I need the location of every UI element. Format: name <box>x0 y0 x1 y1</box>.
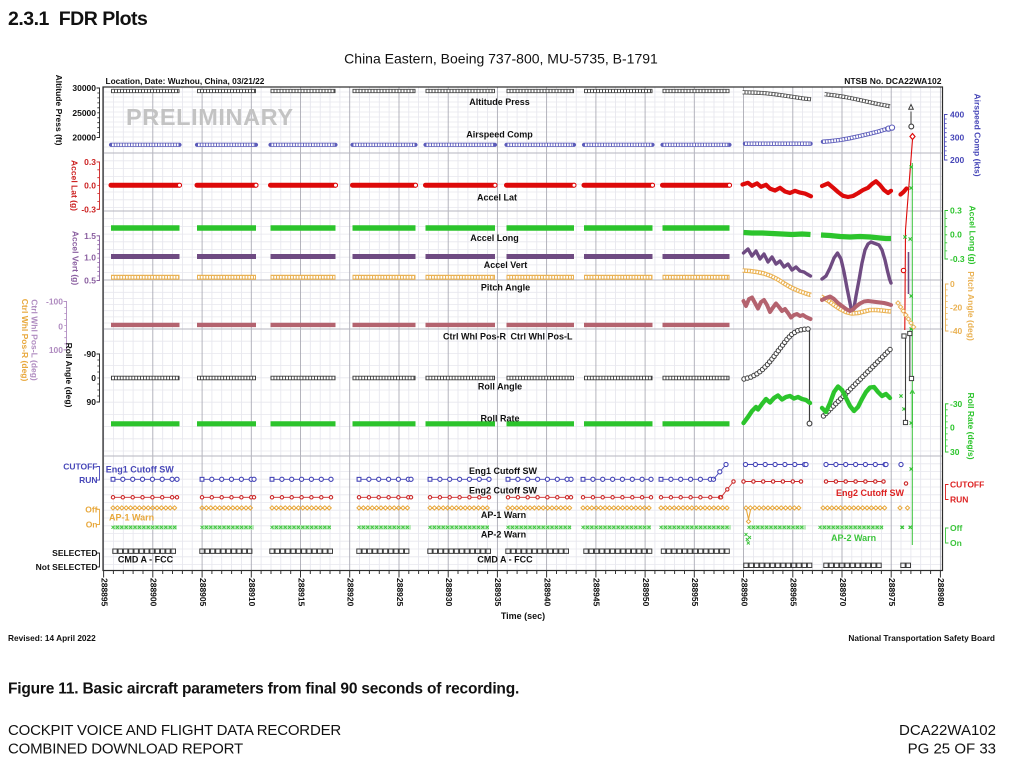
svg-text:288955: 288955 <box>690 578 700 607</box>
svg-text:Pitch Angle (deg): Pitch Angle (deg) <box>966 271 976 341</box>
svg-text:400: 400 <box>950 110 964 120</box>
svg-text:0: 0 <box>950 423 955 433</box>
svg-text:Eng1 Cutoff SW: Eng1 Cutoff SW <box>469 466 537 476</box>
svg-text:Airspeed Comp: Airspeed Comp <box>466 129 533 139</box>
svg-text:Location, Date: Wuzhou, China,: Location, Date: Wuzhou, China, 03/21/22 <box>106 76 265 86</box>
svg-text:Accel Vert (g): Accel Vert (g) <box>71 231 81 285</box>
svg-text:288910: 288910 <box>247 578 257 607</box>
svg-text:AP-2 Warn: AP-2 Warn <box>831 533 876 543</box>
svg-text:PG 25 OF 33: PG 25 OF 33 <box>908 741 996 758</box>
svg-text:-90: -90 <box>84 349 97 359</box>
svg-text:Ctrl Whl Pos-R (deg): Ctrl Whl Pos-R (deg) <box>20 299 30 382</box>
svg-text:Airspeed Comp (kts): Airspeed Comp (kts) <box>973 93 983 176</box>
svg-text:Revised: 14 April 2022: Revised: 14 April 2022 <box>8 633 96 643</box>
svg-text:30000: 30000 <box>72 83 96 93</box>
svg-text:2.3.1 FDR Plots: 2.3.1 FDR Plots <box>8 8 148 30</box>
svg-text:90: 90 <box>87 397 97 407</box>
svg-text:Roll Rate: Roll Rate <box>480 414 519 424</box>
svg-text:-0.3: -0.3 <box>81 204 96 214</box>
svg-text:288970: 288970 <box>838 578 848 607</box>
svg-text:288920: 288920 <box>346 578 356 607</box>
svg-text:0: 0 <box>91 373 96 383</box>
svg-text:CUTOFF: CUTOFF <box>950 480 984 490</box>
svg-text:288960: 288960 <box>739 578 749 607</box>
svg-text:Roll Rate (deg/s): Roll Rate (deg/s) <box>966 392 976 459</box>
svg-text:COMBINED DOWNLOAD REPORT: COMBINED DOWNLOAD REPORT <box>8 741 243 758</box>
svg-text:CMD A - FCC: CMD A - FCC <box>118 555 174 565</box>
svg-text:-20: -20 <box>950 303 963 313</box>
svg-text:China Eastern, Boeing 737-800,: China Eastern, Boeing 737-800, MU-5735, … <box>344 51 658 67</box>
svg-text:30: 30 <box>950 447 960 457</box>
svg-text:SELECTED: SELECTED <box>52 548 97 558</box>
svg-text:Altitude Press: Altitude Press <box>469 97 530 107</box>
svg-text:288975: 288975 <box>887 578 897 607</box>
svg-text:Ctrl Whl Pos-L: Ctrl Whl Pos-L <box>511 331 573 341</box>
svg-text:0.0: 0.0 <box>84 181 96 191</box>
svg-text:300: 300 <box>950 133 964 143</box>
svg-text:-40: -40 <box>950 326 963 336</box>
svg-text:AP-1 Warn: AP-1 Warn <box>109 513 154 523</box>
svg-text:200: 200 <box>950 155 964 165</box>
svg-text:Roll Angle (deg): Roll Angle (deg) <box>64 343 74 408</box>
svg-text:288965: 288965 <box>789 578 799 607</box>
svg-text:0.5: 0.5 <box>84 276 96 286</box>
svg-text:288930: 288930 <box>444 578 454 607</box>
svg-text:1.0: 1.0 <box>84 253 96 263</box>
svg-text:25000: 25000 <box>72 108 96 118</box>
svg-text:Off: Off <box>950 523 962 533</box>
svg-text:Accel Vert: Accel Vert <box>484 260 528 270</box>
svg-text:Ctrl Whl Pos-R: Ctrl Whl Pos-R <box>443 331 506 341</box>
svg-text:PRELIMINARY: PRELIMINARY <box>126 104 294 130</box>
svg-text:Eng2 Cutoff SW: Eng2 Cutoff SW <box>469 486 537 496</box>
svg-text:RUN: RUN <box>950 495 968 505</box>
svg-text:Not SELECTED: Not SELECTED <box>36 562 98 572</box>
svg-text:RUN: RUN <box>79 475 97 485</box>
svg-text:288945: 288945 <box>592 578 602 607</box>
svg-text:Accel Long (g): Accel Long (g) <box>968 205 978 264</box>
svg-text:Figure 11. Basic aircraft para: Figure 11. Basic aircraft parameters fro… <box>8 681 519 698</box>
svg-text:-0.3: -0.3 <box>950 254 965 264</box>
svg-text:DCA22WA102: DCA22WA102 <box>899 722 996 739</box>
svg-text:CUTOFF: CUTOFF <box>63 462 97 472</box>
svg-text:1.5: 1.5 <box>84 231 96 241</box>
svg-text:288905: 288905 <box>198 578 208 607</box>
svg-text:288900: 288900 <box>149 578 159 607</box>
svg-text:20000: 20000 <box>72 133 96 143</box>
svg-text:288940: 288940 <box>542 578 552 607</box>
svg-text:288935: 288935 <box>493 578 503 607</box>
svg-text:0: 0 <box>950 279 955 289</box>
svg-text:-30: -30 <box>950 399 963 409</box>
svg-text:288950: 288950 <box>641 578 651 607</box>
svg-text:0.0: 0.0 <box>950 230 962 240</box>
svg-text:Accel Long: Accel Long <box>470 233 519 243</box>
svg-text:AP-1 Warn: AP-1 Warn <box>481 510 526 520</box>
svg-text:AP-2 Warn: AP-2 Warn <box>481 530 526 540</box>
svg-text:On: On <box>950 538 962 548</box>
svg-text:288915: 288915 <box>296 578 306 607</box>
svg-text:Off: Off <box>85 504 97 514</box>
svg-text:Accel Lat (g): Accel Lat (g) <box>70 160 80 211</box>
svg-text:Eng2 Cutoff SW: Eng2 Cutoff SW <box>836 488 904 498</box>
svg-text:On: On <box>86 520 98 530</box>
svg-text:COCKPIT VOICE AND FLIGHT DATA: COCKPIT VOICE AND FLIGHT DATA RECORDER <box>8 722 341 739</box>
svg-text:288895: 288895 <box>99 578 109 607</box>
svg-text:0.3: 0.3 <box>84 157 96 167</box>
svg-text:Roll Angle: Roll Angle <box>478 382 522 392</box>
svg-text:0: 0 <box>58 321 63 331</box>
svg-text:0.3: 0.3 <box>950 206 962 216</box>
svg-text:Time (sec): Time (sec) <box>501 611 545 621</box>
svg-text:-100: -100 <box>46 296 63 306</box>
svg-text:CMD A - FCC: CMD A - FCC <box>477 555 533 565</box>
svg-text:288980: 288980 <box>936 578 946 607</box>
svg-text:Altitude Press (ft): Altitude Press (ft) <box>54 75 64 146</box>
svg-text:Pitch Angle: Pitch Angle <box>481 282 530 292</box>
svg-text:Ctrl Whl Pos-L (deg): Ctrl Whl Pos-L (deg) <box>30 299 40 381</box>
svg-text:National Transportation Safety: National Transportation Safety Board <box>848 633 995 643</box>
svg-text:Accel Lat: Accel Lat <box>477 193 517 203</box>
svg-text:100: 100 <box>49 345 63 355</box>
svg-text:NTSB No. DCA22WA102: NTSB No. DCA22WA102 <box>844 76 942 86</box>
svg-text:Eng1 Cutoff SW: Eng1 Cutoff SW <box>106 465 174 475</box>
svg-text:288925: 288925 <box>395 578 405 607</box>
